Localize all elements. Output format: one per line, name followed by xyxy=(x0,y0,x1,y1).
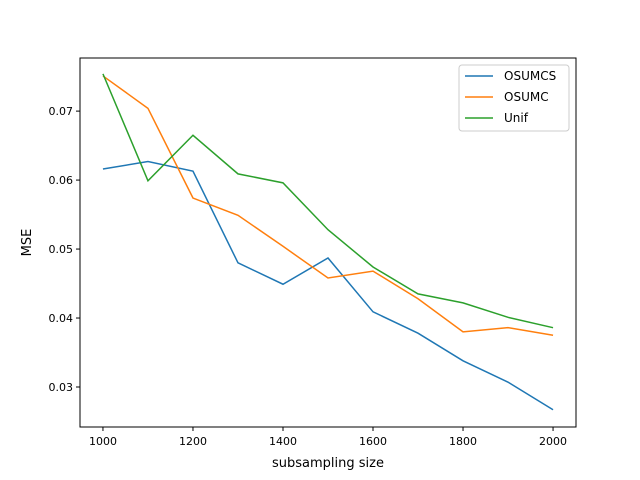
series-line-osumc xyxy=(102,75,554,337)
x-tick-label: 1800 xyxy=(449,435,477,448)
y-tick-label: 0.03 xyxy=(49,381,74,394)
y-axis: 0.03 0.04 0.05 0.06 0.07 xyxy=(49,105,80,394)
y-tick-label: 0.07 xyxy=(49,105,74,118)
x-axis-label: subsampling size xyxy=(272,456,384,471)
series-layer xyxy=(102,73,554,411)
x-tick-label: 1600 xyxy=(359,435,387,448)
x-tick-label: 2000 xyxy=(539,435,567,448)
y-tick-label: 0.04 xyxy=(49,312,74,325)
y-axis-label: MSE xyxy=(20,229,35,257)
legend-box xyxy=(458,64,570,132)
axes-frame xyxy=(79,57,577,428)
series-line-unif xyxy=(102,73,554,329)
x-tick-label: 1200 xyxy=(179,435,207,448)
y-tick-label: 0.05 xyxy=(49,243,74,256)
x-tick-label: 1000 xyxy=(89,435,117,448)
x-tick-label: 1400 xyxy=(269,435,297,448)
legend-label: OSUMCS xyxy=(504,69,556,83)
legend-label: OSUMC xyxy=(504,90,549,104)
x-axis: 1000 1200 1400 1600 1800 2000 xyxy=(89,427,567,448)
legend-label: Unif xyxy=(504,111,529,125)
legend: OSUMCS OSUMC Unif xyxy=(458,64,570,132)
y-tick-label: 0.06 xyxy=(49,174,74,187)
